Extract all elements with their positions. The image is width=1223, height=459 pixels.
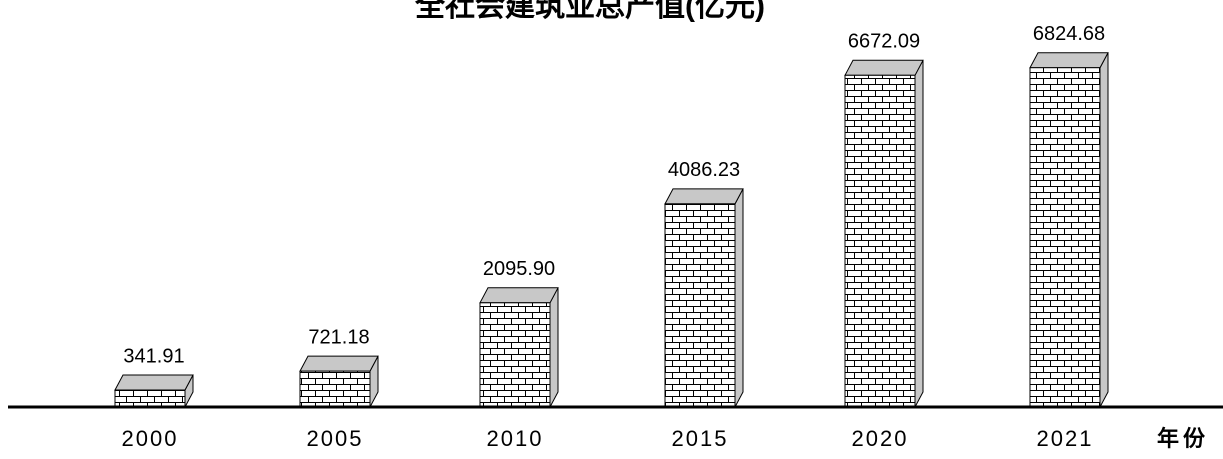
bar-side: [1099, 52, 1109, 408]
bar: [299, 370, 371, 408]
value-label: 6672.09: [848, 31, 920, 53]
bar: [664, 203, 736, 408]
x-axis-label: 年份: [1157, 426, 1209, 451]
bar-top: [479, 287, 559, 304]
bar-top: [299, 355, 379, 372]
bar: [114, 389, 186, 408]
bar-side: [549, 287, 559, 408]
bar-top: [1029, 52, 1109, 69]
bar-side: [914, 60, 924, 408]
bar-top: [844, 59, 924, 76]
x-tick-label: 2000: [122, 426, 179, 451]
bar: [844, 74, 916, 408]
bar: [479, 302, 551, 408]
x-tick-label: 2005: [307, 426, 364, 451]
bar-top: [664, 188, 744, 205]
value-label: 2095.90: [483, 258, 555, 280]
bar-side: [734, 188, 744, 408]
x-tick-label: 2010: [487, 426, 544, 451]
bar-top: [114, 374, 194, 391]
value-label: 6824.68: [1033, 23, 1105, 45]
value-label: 4086.23: [668, 159, 740, 181]
value-label: 721.18: [308, 326, 369, 348]
bar: [1029, 67, 1101, 408]
x-tick-label: 2020: [852, 426, 909, 451]
x-tick-label: 2015: [672, 426, 729, 451]
value-label: 341.91: [123, 345, 184, 367]
chart-title: 全社会建筑业总产值(亿元): [414, 0, 765, 23]
x-tick-label: 2021: [1037, 426, 1094, 451]
